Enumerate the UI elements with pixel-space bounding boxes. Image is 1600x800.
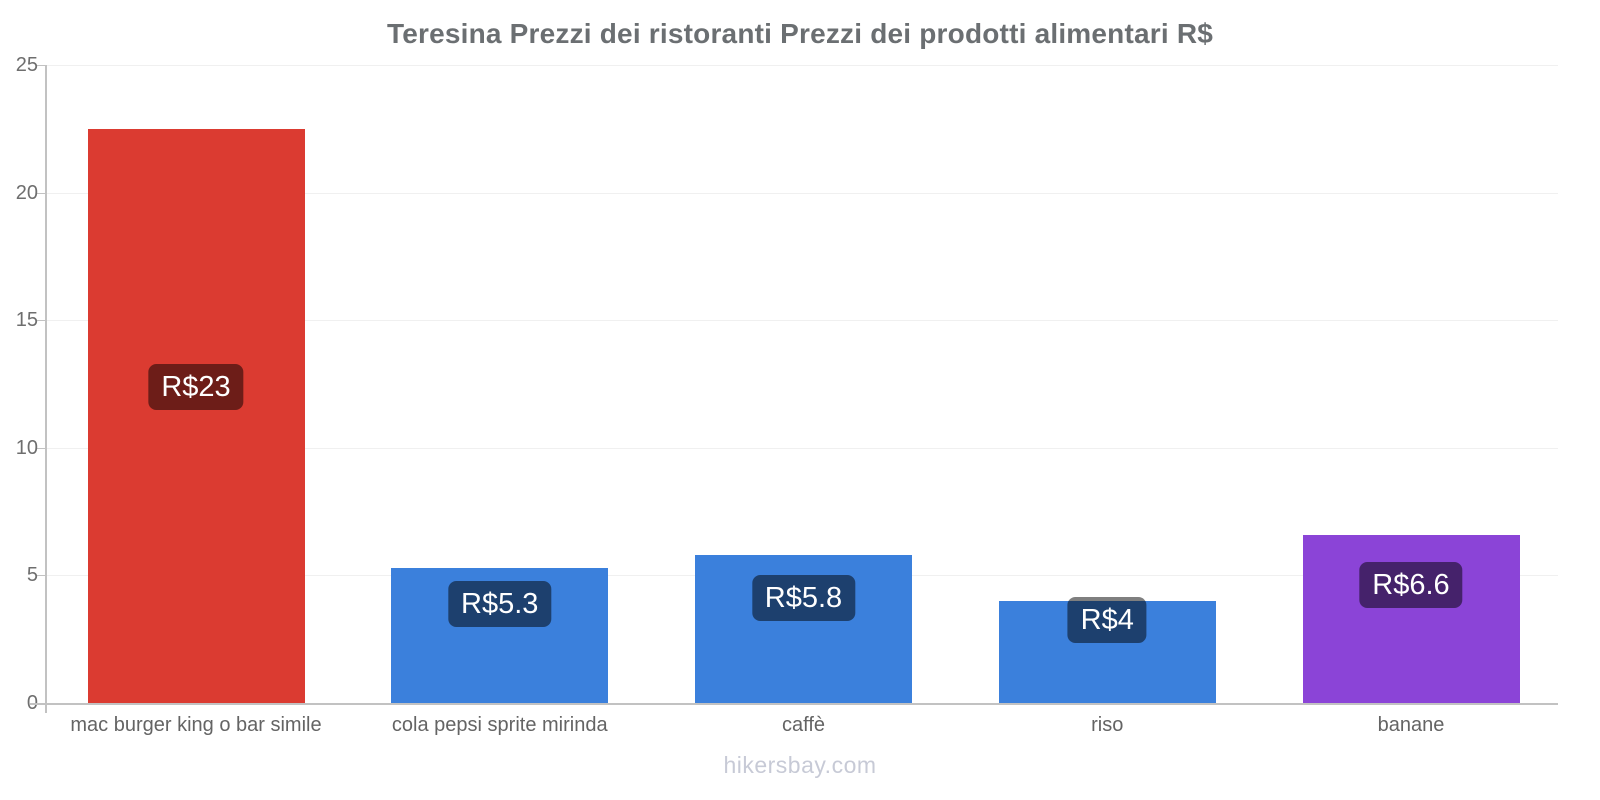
x-axis-line bbox=[30, 703, 1558, 705]
y-axis-label-15: 15 bbox=[15, 309, 38, 332]
value-badge: R$6.6 bbox=[1359, 562, 1463, 609]
y-tick-mark-10 bbox=[36, 447, 45, 449]
value-badge: R$5.8 bbox=[751, 574, 856, 621]
bar-mac-burger-king-o-bar-simile[interactable]: R$23 bbox=[87, 128, 305, 703]
value-badge: R$4 bbox=[1067, 597, 1147, 644]
y-tick-mark-20 bbox=[36, 192, 45, 194]
y-tick-mark-15 bbox=[36, 320, 45, 322]
y-axis-label-25: 25 bbox=[15, 54, 38, 76]
bar-banane[interactable]: R$6.6 bbox=[1302, 534, 1520, 703]
value-badge: R$23 bbox=[148, 364, 244, 411]
y-axis-label-10: 10 bbox=[15, 436, 38, 459]
x-axis-category-label: cola pepsi sprite mirinda bbox=[391, 714, 608, 736]
hikersbay-footer-link[interactable]: hikersbay.com bbox=[723, 752, 877, 778]
y-tick-mark-25 bbox=[36, 65, 45, 66]
y-axis-label-20: 20 bbox=[15, 181, 38, 204]
value-badge: R$5.3 bbox=[448, 581, 552, 628]
chart-title: Teresina Prezzi dei ristoranti Prezzi de… bbox=[386, 18, 1214, 49]
gridline-y-20 bbox=[46, 192, 1558, 194]
y-axis-line bbox=[45, 65, 47, 713]
y-tick-mark-5 bbox=[36, 575, 45, 577]
gridline-y-10 bbox=[46, 447, 1558, 449]
bar-riso[interactable]: R$4 bbox=[998, 597, 1216, 703]
gridline-y-25 bbox=[46, 65, 1558, 66]
x-axis-category-label: mac burger king o bar simile bbox=[70, 714, 322, 736]
x-axis-category-label: banane bbox=[1377, 714, 1445, 736]
bar-caffè[interactable]: R$5.8 bbox=[695, 554, 912, 703]
y-axis-label-5: 5 bbox=[26, 564, 38, 587]
x-axis-category-label: caffè bbox=[782, 714, 825, 736]
gridline-y-15 bbox=[46, 320, 1558, 322]
x-axis-category-label: riso bbox=[1091, 714, 1124, 736]
bar-cola-pepsi-sprite-mirinda[interactable]: R$5.3 bbox=[391, 567, 609, 703]
